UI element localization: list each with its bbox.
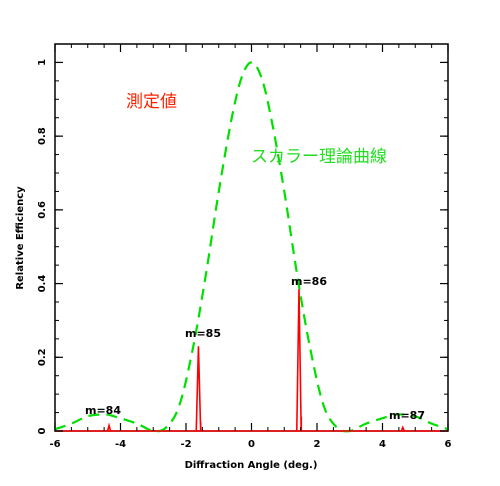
x-tick-label: -2 (180, 439, 191, 450)
x-tick-label: 6 (445, 439, 452, 450)
plot-frame (54, 43, 449, 432)
x-tick-label: -6 (49, 439, 60, 450)
measured-peak-1 (106, 422, 112, 432)
measured-peak-4 (400, 425, 406, 432)
x-tick-label: -4 (115, 439, 126, 450)
measured-peak-3 (295, 289, 302, 432)
y-tick-label: 0 (37, 427, 48, 434)
y-tick-label: 0.8 (37, 127, 48, 145)
theory-series-label: スカラー理論曲線 (251, 147, 387, 167)
x-tick-label: 2 (314, 439, 321, 450)
x-tick-label: 4 (379, 439, 386, 450)
order-label-m84: m=84 (85, 404, 121, 417)
y-tick-label: 1 (37, 59, 48, 66)
y-tick-label: 0.6 (37, 201, 48, 219)
x-tick-label: 0 (248, 439, 255, 450)
measured-series-label: 測定値 (126, 92, 177, 112)
y-tick-label: 0.4 (37, 275, 48, 293)
ticks-layer: -6 -4 -2 0 2 4 6 0 0.2 0.4 0.6 0.8 1 (37, 43, 452, 450)
theory-curve-layer (54, 61, 449, 433)
order-label-m85: m=85 (185, 327, 221, 340)
y-tick-label: 0.2 (37, 348, 48, 366)
x-axis-label: Diffraction Angle (deg.) (185, 460, 318, 471)
y-axis-label: Relative Efficiency (15, 186, 26, 290)
order-label-m87: m=87 (389, 409, 425, 422)
measured-peak-2 (195, 346, 202, 432)
theory-curve-line (54, 61, 449, 433)
order-label-m86: m=86 (291, 275, 327, 288)
